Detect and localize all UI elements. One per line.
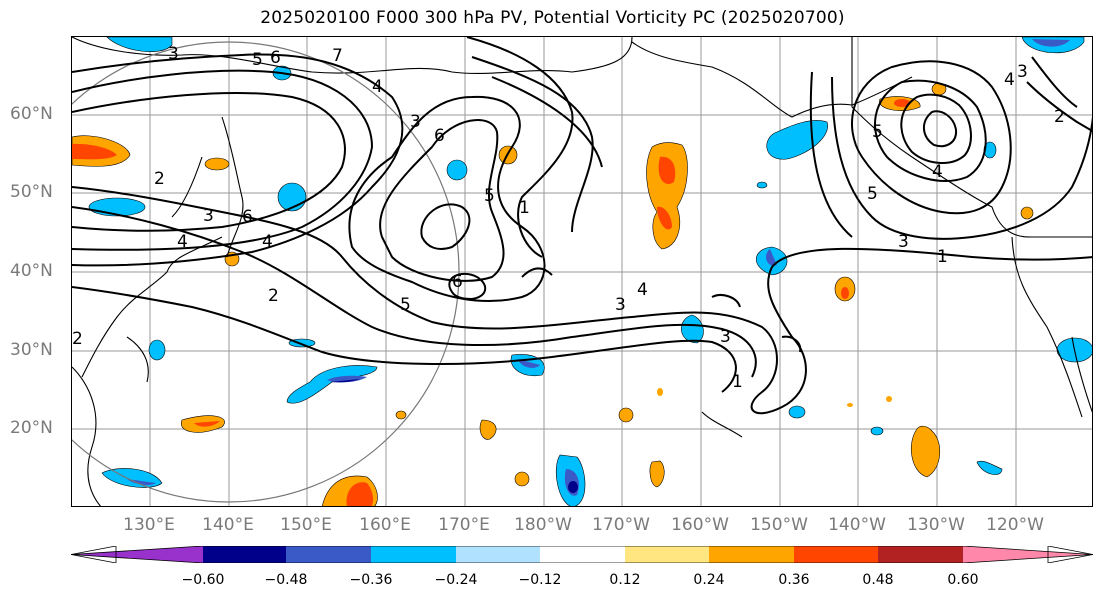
colorbar-segment [371, 546, 456, 563]
coastlines [72, 37, 1092, 506]
lon-label-130w: 130°W [907, 515, 965, 535]
contour-label: 3 [898, 232, 909, 252]
colorbar-tick: −0.36 [349, 572, 393, 588]
colorbar-segment [625, 546, 709, 563]
colorbar-tick: −0.60 [181, 572, 225, 588]
colorbar-segment [456, 546, 540, 563]
contour-label: 6 [434, 126, 445, 146]
contour-label: 5 [484, 186, 495, 206]
contour-label: 1 [937, 247, 948, 267]
map-title: 2025020100 F000 300 hPa PV, Potential Vo… [260, 8, 845, 28]
lon-label-160e: 160°E [359, 515, 411, 535]
colorbar-segment [878, 546, 963, 563]
colorbar-tick: −0.24 [434, 572, 478, 588]
lon-label-150w: 150°W [750, 515, 808, 535]
contour-label: 1 [519, 198, 530, 218]
colorbar-segment [963, 546, 1093, 563]
colorbar-tick: 0.24 [693, 572, 725, 588]
colorbar-segment [709, 546, 794, 563]
contour-labels: 3 5 6 7 4 3 6 5 2 6 5 1 2 3 4 2 6 4 3 4 … [72, 44, 1065, 392]
contour-label: 3 [720, 327, 731, 347]
contour-label: 4 [262, 232, 273, 252]
contour-label: 1 [732, 372, 743, 392]
contour-label: 5 [872, 122, 883, 142]
contour-label: 5 [867, 184, 878, 204]
contour-label: 4 [1004, 70, 1015, 90]
lon-label-160w: 160°W [671, 515, 729, 535]
lon-label-140w: 140°W [828, 515, 886, 535]
lon-label-120w: 120°W [986, 515, 1044, 535]
colorbar-tick: 0.36 [778, 572, 810, 588]
contour-label: 4 [177, 232, 188, 252]
lat-label-60n: 60°N [10, 104, 53, 124]
range-circle [72, 41, 460, 503]
colorbar-tick: 0.60 [947, 572, 979, 588]
contour-label: 6 [452, 272, 463, 292]
colorbar-segment [794, 546, 878, 563]
contour-label: 5 [252, 50, 263, 70]
lat-label-40n: 40°N [10, 261, 53, 281]
contour-label: 3 [615, 295, 626, 315]
map-panel: 3 5 6 7 4 3 6 5 2 6 5 1 2 3 4 2 6 4 3 4 … [71, 36, 1093, 507]
map-plot: 3 5 6 7 4 3 6 5 2 6 5 1 2 3 4 2 6 4 3 4 … [72, 37, 1092, 506]
negative-anomaly-shading [88, 37, 1092, 506]
contour-label: 2 [268, 286, 279, 306]
colorbar-tick: −0.12 [518, 572, 562, 588]
contour-label: 5 [400, 295, 411, 315]
contour-label: 2 [154, 169, 165, 189]
gridlines [72, 37, 1092, 506]
lon-label-170e: 170°E [438, 515, 490, 535]
lon-label-170w: 170°W [592, 515, 650, 535]
contour-label: 2 [72, 329, 83, 349]
colorbar [71, 546, 1093, 563]
lon-label-150e: 150°E [280, 515, 332, 535]
colorbar-segment [71, 546, 203, 563]
colorbar-segment [203, 546, 286, 563]
lon-label-130e: 130°E [123, 515, 175, 535]
contour-label: 4 [372, 77, 383, 97]
pv-contours [72, 37, 1092, 415]
contour-label: 6 [270, 48, 281, 68]
positive-anomaly-shading [72, 82, 1034, 506]
contour-label: 3 [168, 44, 179, 64]
lat-label-30n: 30°N [10, 340, 53, 360]
lat-label-50n: 50°N [10, 182, 53, 202]
colorbar-segment [540, 546, 625, 563]
colorbar-segment [286, 546, 371, 563]
contour-label: 3 [1017, 62, 1028, 82]
lon-label-180w: 180°W [514, 515, 572, 535]
contour-label: 2 [1054, 107, 1065, 127]
contour-label: 4 [932, 162, 943, 182]
contour-label: 6 [242, 207, 253, 227]
contour-label: 3 [203, 206, 214, 226]
lat-label-20n: 20°N [10, 418, 53, 438]
lon-label-140e: 140°E [202, 515, 254, 535]
colorbar-tick: 0.12 [609, 572, 641, 588]
colorbar-tick: 0.48 [862, 572, 894, 588]
contour-label: 4 [637, 280, 648, 300]
contour-label: 7 [332, 46, 343, 66]
contour-label: 3 [410, 112, 421, 132]
colorbar-tick: −0.48 [264, 572, 308, 588]
